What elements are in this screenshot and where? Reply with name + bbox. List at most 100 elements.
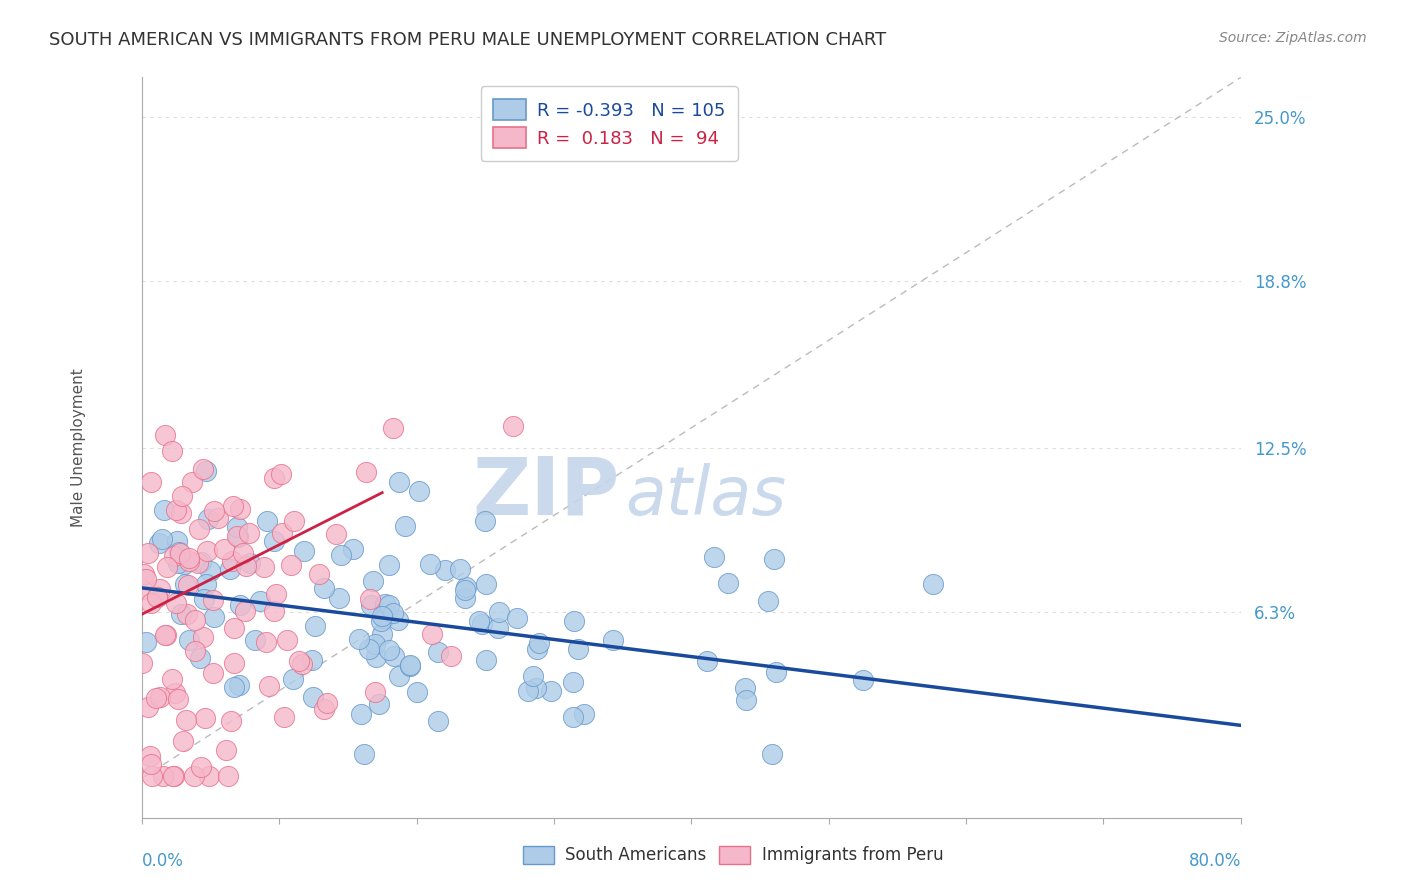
Point: [374, 598, 396, 612]
Point: [222, 500, 245, 514]
Point: [308, 567, 330, 582]
Point: [197, 543, 219, 558]
Legend: R = -0.393   N = 105, R =  0.183   N =  94: R = -0.393 N = 105, R = 0.183 N = 94: [481, 87, 738, 161]
Point: [226, 529, 249, 543]
Point: [364, 684, 387, 698]
Point: [922, 576, 945, 591]
Point: [177, 553, 200, 567]
Point: [167, 545, 190, 559]
Text: 80.0%: 80.0%: [1188, 852, 1241, 870]
Point: [167, 692, 190, 706]
Point: [193, 592, 215, 607]
Point: [561, 710, 583, 724]
Point: [162, 769, 184, 783]
Point: [276, 633, 298, 648]
Point: [219, 561, 242, 575]
Point: [155, 628, 177, 642]
Point: [263, 534, 285, 549]
Point: [202, 504, 225, 518]
Point: [735, 693, 758, 707]
Point: [475, 576, 498, 591]
Point: [249, 594, 271, 608]
Point: [762, 552, 785, 566]
Point: [136, 546, 159, 560]
Point: [229, 501, 252, 516]
Point: [291, 657, 314, 671]
Point: [179, 633, 201, 648]
Point: [312, 582, 335, 596]
Point: [475, 653, 498, 667]
Point: [350, 706, 373, 721]
Point: [177, 578, 200, 592]
Point: [454, 583, 477, 598]
Point: [287, 654, 309, 668]
Point: [163, 769, 186, 783]
Point: [191, 462, 214, 476]
Point: [160, 672, 183, 686]
Point: [761, 747, 783, 762]
Point: [141, 595, 163, 609]
Point: [150, 532, 173, 546]
Point: [152, 769, 174, 783]
Point: [166, 556, 188, 570]
Point: [270, 467, 292, 481]
Point: [734, 681, 756, 696]
Point: [273, 709, 295, 723]
Point: [398, 658, 420, 673]
Point: [280, 558, 302, 572]
Point: [201, 666, 224, 681]
Point: [131, 582, 153, 597]
Point: [370, 614, 392, 628]
Text: Immigrants from Peru: Immigrants from Peru: [762, 847, 943, 864]
Point: [526, 642, 548, 657]
Y-axis label: Male Unemployment: Male Unemployment: [72, 368, 86, 527]
Point: [366, 649, 388, 664]
Point: [405, 684, 427, 698]
Point: [139, 475, 162, 489]
Point: [561, 675, 583, 690]
Text: Source: ZipAtlas.com: Source: ZipAtlas.com: [1219, 31, 1367, 45]
Point: [226, 531, 249, 545]
Point: [149, 582, 172, 596]
Point: [156, 559, 179, 574]
Point: [529, 636, 551, 650]
Point: [360, 598, 382, 612]
Point: [696, 654, 718, 668]
Point: [195, 577, 218, 591]
Point: [224, 680, 246, 694]
Point: [516, 684, 538, 698]
Point: [486, 621, 509, 635]
Point: [162, 444, 184, 458]
Point: [382, 421, 405, 435]
Point: [703, 550, 725, 565]
Point: [165, 686, 187, 700]
Point: [229, 598, 252, 612]
Point: [197, 769, 219, 783]
Point: [219, 714, 242, 728]
Point: [456, 580, 478, 594]
Point: [471, 617, 494, 632]
Point: [226, 519, 249, 533]
Point: [166, 534, 188, 549]
Point: [191, 630, 214, 644]
Point: [212, 541, 235, 556]
Point: [852, 673, 875, 687]
Point: [222, 622, 245, 636]
Point: [522, 669, 544, 683]
Point: [387, 613, 409, 627]
Point: [169, 546, 191, 560]
Point: [717, 575, 740, 590]
Text: atlas: atlas: [626, 463, 786, 529]
Point: [239, 556, 262, 570]
Point: [426, 645, 449, 659]
Point: [256, 514, 278, 528]
Point: [174, 577, 197, 591]
Point: [254, 635, 277, 649]
Point: [194, 464, 217, 478]
Point: [373, 610, 395, 624]
Point: [198, 565, 221, 579]
Point: [371, 627, 394, 641]
Point: [524, 681, 547, 696]
Point: [153, 628, 176, 642]
Point: [488, 606, 510, 620]
